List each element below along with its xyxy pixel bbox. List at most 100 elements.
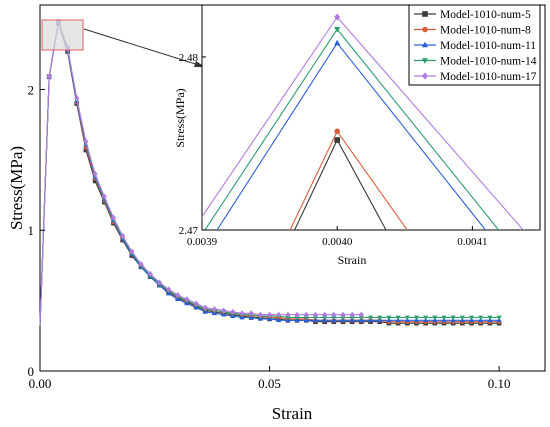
main-data-point	[221, 307, 227, 314]
main-data-point	[340, 311, 346, 318]
main-data-point	[358, 315, 364, 321]
main-data-point	[487, 315, 493, 321]
main-data-point	[147, 270, 153, 277]
main-data-point	[239, 310, 245, 317]
inset-x-tick-label: 0.0041	[457, 236, 487, 248]
main-data-point	[101, 193, 107, 200]
main-data-point	[211, 306, 217, 313]
inset-ticks-group: 0.0039 0.0040 0.0041 2.47 2.48	[179, 52, 488, 248]
inset-series-group	[202, 13, 524, 230]
main-data-point	[322, 311, 328, 318]
main-data-point	[184, 296, 190, 303]
main-data-point	[285, 315, 291, 321]
main-data-point	[110, 214, 116, 221]
main-x-axis-label: Strain	[272, 404, 313, 423]
main-data-point	[322, 315, 328, 321]
main-data-point	[312, 311, 318, 318]
inset-series-5	[202, 13, 524, 230]
main-data-point	[469, 315, 475, 321]
main-data-point	[138, 261, 144, 268]
main-data-point	[202, 304, 208, 311]
inset-peak-point	[334, 137, 340, 143]
main-data-point	[276, 311, 282, 318]
main-series-5	[39, 18, 364, 326]
main-data-point	[257, 311, 263, 318]
legend-marker	[422, 26, 428, 33]
main-data-point	[230, 308, 236, 315]
main-x-tick-label: 0.10	[488, 376, 511, 391]
main-data-point	[92, 170, 98, 177]
main-data-point	[92, 178, 98, 184]
inset-series-1	[293, 137, 387, 230]
inset-x-tick-label: 0.0040	[322, 236, 353, 248]
inset-x-tick-label: 0.0039	[187, 236, 218, 248]
inset-x-axis-label: Strain	[338, 253, 367, 267]
main-data-point	[340, 315, 346, 321]
main-data-point	[303, 311, 309, 318]
inset-peak-point	[334, 39, 341, 46]
inset-y-axis-label: Stress(MPa)	[173, 88, 187, 147]
main-y-tick-label: 2	[28, 82, 35, 97]
main-data-point	[276, 317, 282, 323]
inset-y-tick-label: 2.47	[179, 225, 199, 237]
main-data-point	[267, 311, 273, 318]
main-data-point	[459, 315, 465, 321]
main-data-point	[496, 315, 502, 321]
main-data-point	[395, 315, 401, 321]
inset-peak-point	[334, 128, 341, 135]
main-data-point	[83, 138, 89, 145]
legend-item: Model-1010-num-14	[414, 56, 537, 68]
main-data-point	[349, 315, 355, 321]
legend-label: Model-1010-num-17	[440, 71, 537, 83]
main-data-point	[331, 311, 337, 318]
inset-series-2	[289, 128, 408, 230]
main-data-point	[432, 315, 438, 321]
main-y-tick-label: 1	[28, 223, 35, 238]
legend-item: Model-1010-num-5	[414, 9, 531, 21]
main-data-point	[404, 315, 410, 321]
main-data-point	[120, 232, 126, 239]
legend-marker	[421, 41, 429, 48]
inset-peak-point	[334, 13, 341, 21]
main-data-point	[423, 315, 429, 321]
legend: Model-1010-num-5 Model-1010-num-8 Model-10…	[414, 9, 537, 83]
main-data-point	[312, 315, 318, 321]
inset-y-tick-label: 2.48	[179, 52, 199, 64]
main-data-point	[175, 291, 181, 298]
main-y-tick-label: 0	[28, 364, 35, 379]
main-data-point	[294, 315, 300, 321]
main-data-point	[349, 311, 355, 318]
main-x-tick-label: 0.00	[29, 376, 52, 391]
inset-peak-point	[334, 26, 341, 33]
main-ticks-group: 0.00 0.05 0.10 0 1 2	[28, 82, 511, 391]
main-data-point	[377, 315, 383, 321]
main-data-point	[413, 315, 419, 321]
main-data-point	[303, 315, 309, 321]
main-data-point	[358, 311, 364, 318]
legend-item: Model-1010-num-11	[414, 40, 536, 52]
main-data-point	[441, 315, 447, 321]
legend-marker	[421, 72, 429, 80]
main-data-point	[46, 73, 52, 80]
main-data-point	[386, 315, 392, 321]
main-data-point	[193, 300, 199, 307]
main-y-axis-label: Stress(MPa)	[7, 146, 26, 230]
main-data-point	[450, 315, 456, 321]
main-data-point	[285, 311, 291, 318]
main-x-tick-label: 0.05	[258, 376, 281, 391]
legend-item: Model-1010-num-17	[414, 71, 537, 83]
legend-label: Model-1010-num-14	[440, 56, 537, 68]
legend-item: Model-1010-num-8	[414, 25, 531, 37]
legend-label: Model-1010-num-8	[440, 25, 531, 37]
main-data-point	[166, 286, 172, 293]
inset-series-4	[204, 26, 500, 230]
main-data-point	[156, 279, 162, 286]
main-data-point	[331, 315, 337, 321]
main-data-point	[74, 94, 80, 101]
legend-label: Model-1010-num-11	[440, 40, 536, 52]
zoom-region-box	[41, 19, 84, 51]
main-data-point	[478, 315, 484, 321]
inset-series-3	[216, 39, 487, 230]
zoom-arrow-line	[83, 28, 206, 68]
